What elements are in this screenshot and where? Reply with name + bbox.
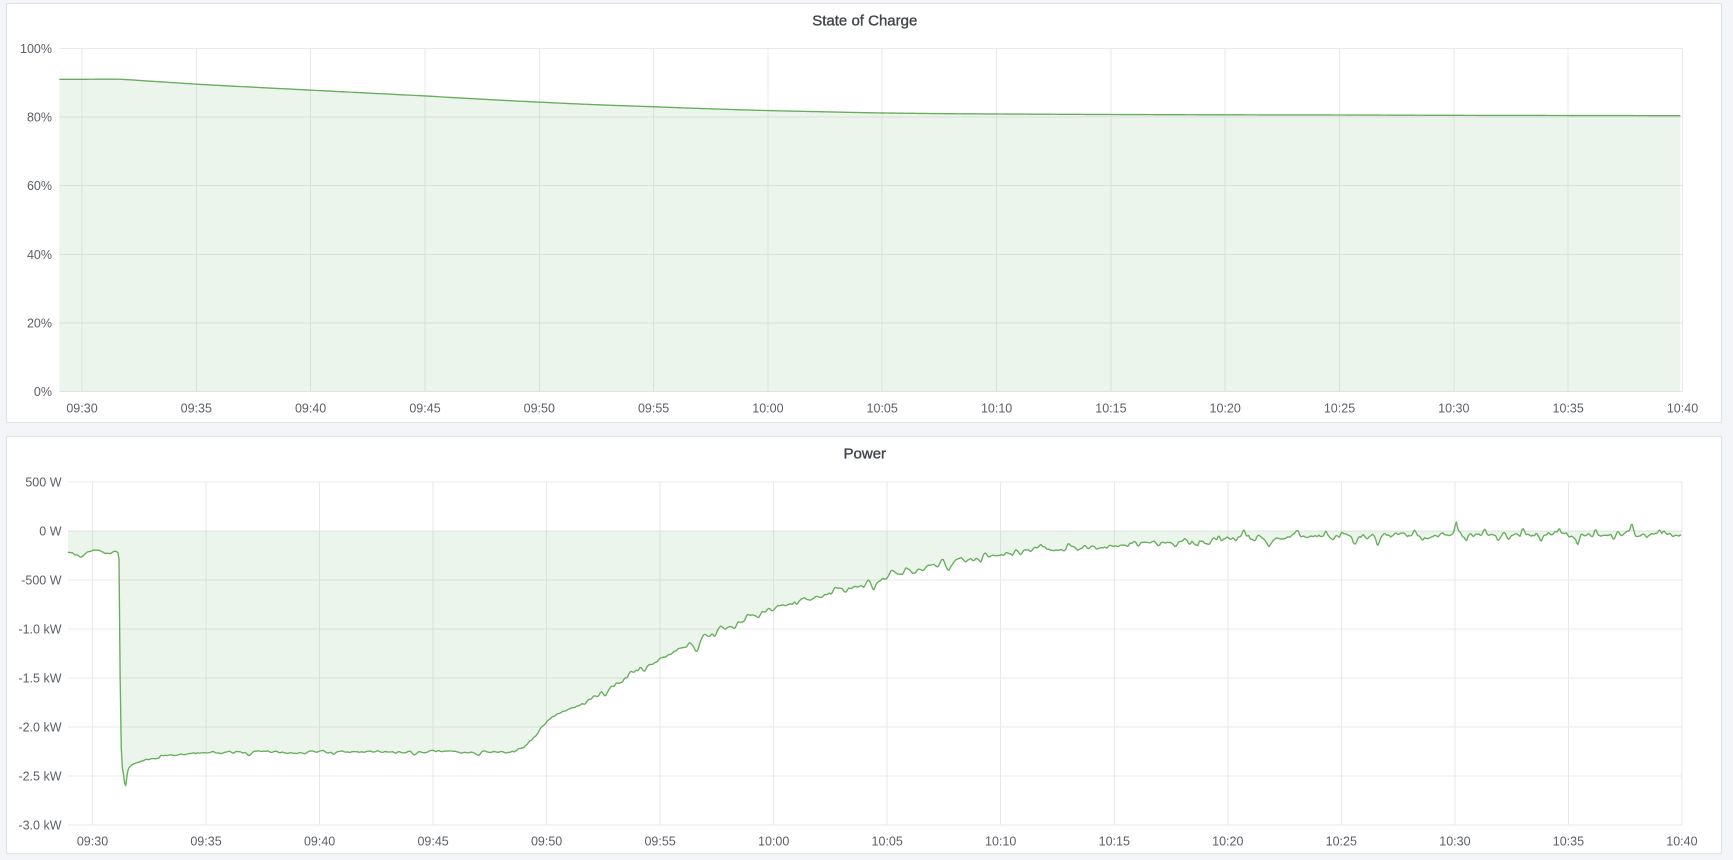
svg-text:10:05: 10:05	[872, 834, 903, 848]
svg-text:-2.5 kW: -2.5 kW	[18, 769, 61, 783]
svg-text:10:35: 10:35	[1553, 834, 1584, 848]
svg-text:-3.0 kW: -3.0 kW	[18, 818, 61, 832]
svg-text:10:30: 10:30	[1438, 402, 1469, 416]
svg-text:-1.0 kW: -1.0 kW	[18, 622, 61, 636]
svg-text:20%: 20%	[27, 316, 52, 330]
svg-text:10:30: 10:30	[1439, 834, 1470, 848]
svg-text:10:40: 10:40	[1666, 834, 1697, 848]
svg-text:09:55: 09:55	[638, 402, 669, 416]
svg-text:State of Charge: State of Charge	[812, 13, 917, 30]
svg-text:10:15: 10:15	[1095, 402, 1126, 416]
svg-text:10:35: 10:35	[1553, 402, 1584, 416]
svg-text:40%: 40%	[27, 248, 52, 262]
svg-text:09:30: 09:30	[77, 834, 108, 848]
svg-text:0 W: 0 W	[39, 524, 61, 538]
svg-text:10:20: 10:20	[1212, 834, 1243, 848]
svg-text:09:40: 09:40	[304, 834, 335, 848]
svg-text:10:10: 10:10	[981, 402, 1012, 416]
svg-text:60%: 60%	[27, 179, 52, 193]
svg-text:09:45: 09:45	[417, 834, 448, 848]
svg-text:-1.5 kW: -1.5 kW	[18, 671, 61, 685]
svg-text:10:05: 10:05	[867, 402, 898, 416]
svg-text:10:20: 10:20	[1210, 402, 1241, 416]
svg-text:10:15: 10:15	[1099, 834, 1130, 848]
svg-text:09:35: 09:35	[190, 834, 221, 848]
svg-text:-500 W: -500 W	[21, 573, 61, 587]
svg-text:80%: 80%	[27, 111, 52, 125]
svg-text:09:35: 09:35	[181, 402, 212, 416]
svg-text:09:50: 09:50	[524, 402, 555, 416]
svg-text:0%: 0%	[34, 385, 52, 399]
svg-text:-2.0 kW: -2.0 kW	[18, 720, 61, 734]
svg-text:09:45: 09:45	[409, 402, 440, 416]
svg-text:100%: 100%	[20, 42, 52, 56]
svg-text:09:55: 09:55	[644, 834, 675, 848]
svg-text:10:25: 10:25	[1326, 834, 1357, 848]
svg-text:10:40: 10:40	[1667, 402, 1698, 416]
svg-text:10:10: 10:10	[985, 834, 1016, 848]
svg-text:09:30: 09:30	[66, 402, 97, 416]
svg-text:Power: Power	[844, 445, 887, 462]
svg-text:09:50: 09:50	[531, 834, 562, 848]
svg-text:500 W: 500 W	[25, 475, 61, 489]
svg-text:10:00: 10:00	[758, 834, 789, 848]
svg-text:10:00: 10:00	[752, 402, 783, 416]
svg-text:10:25: 10:25	[1324, 402, 1355, 416]
svg-text:09:40: 09:40	[295, 402, 326, 416]
